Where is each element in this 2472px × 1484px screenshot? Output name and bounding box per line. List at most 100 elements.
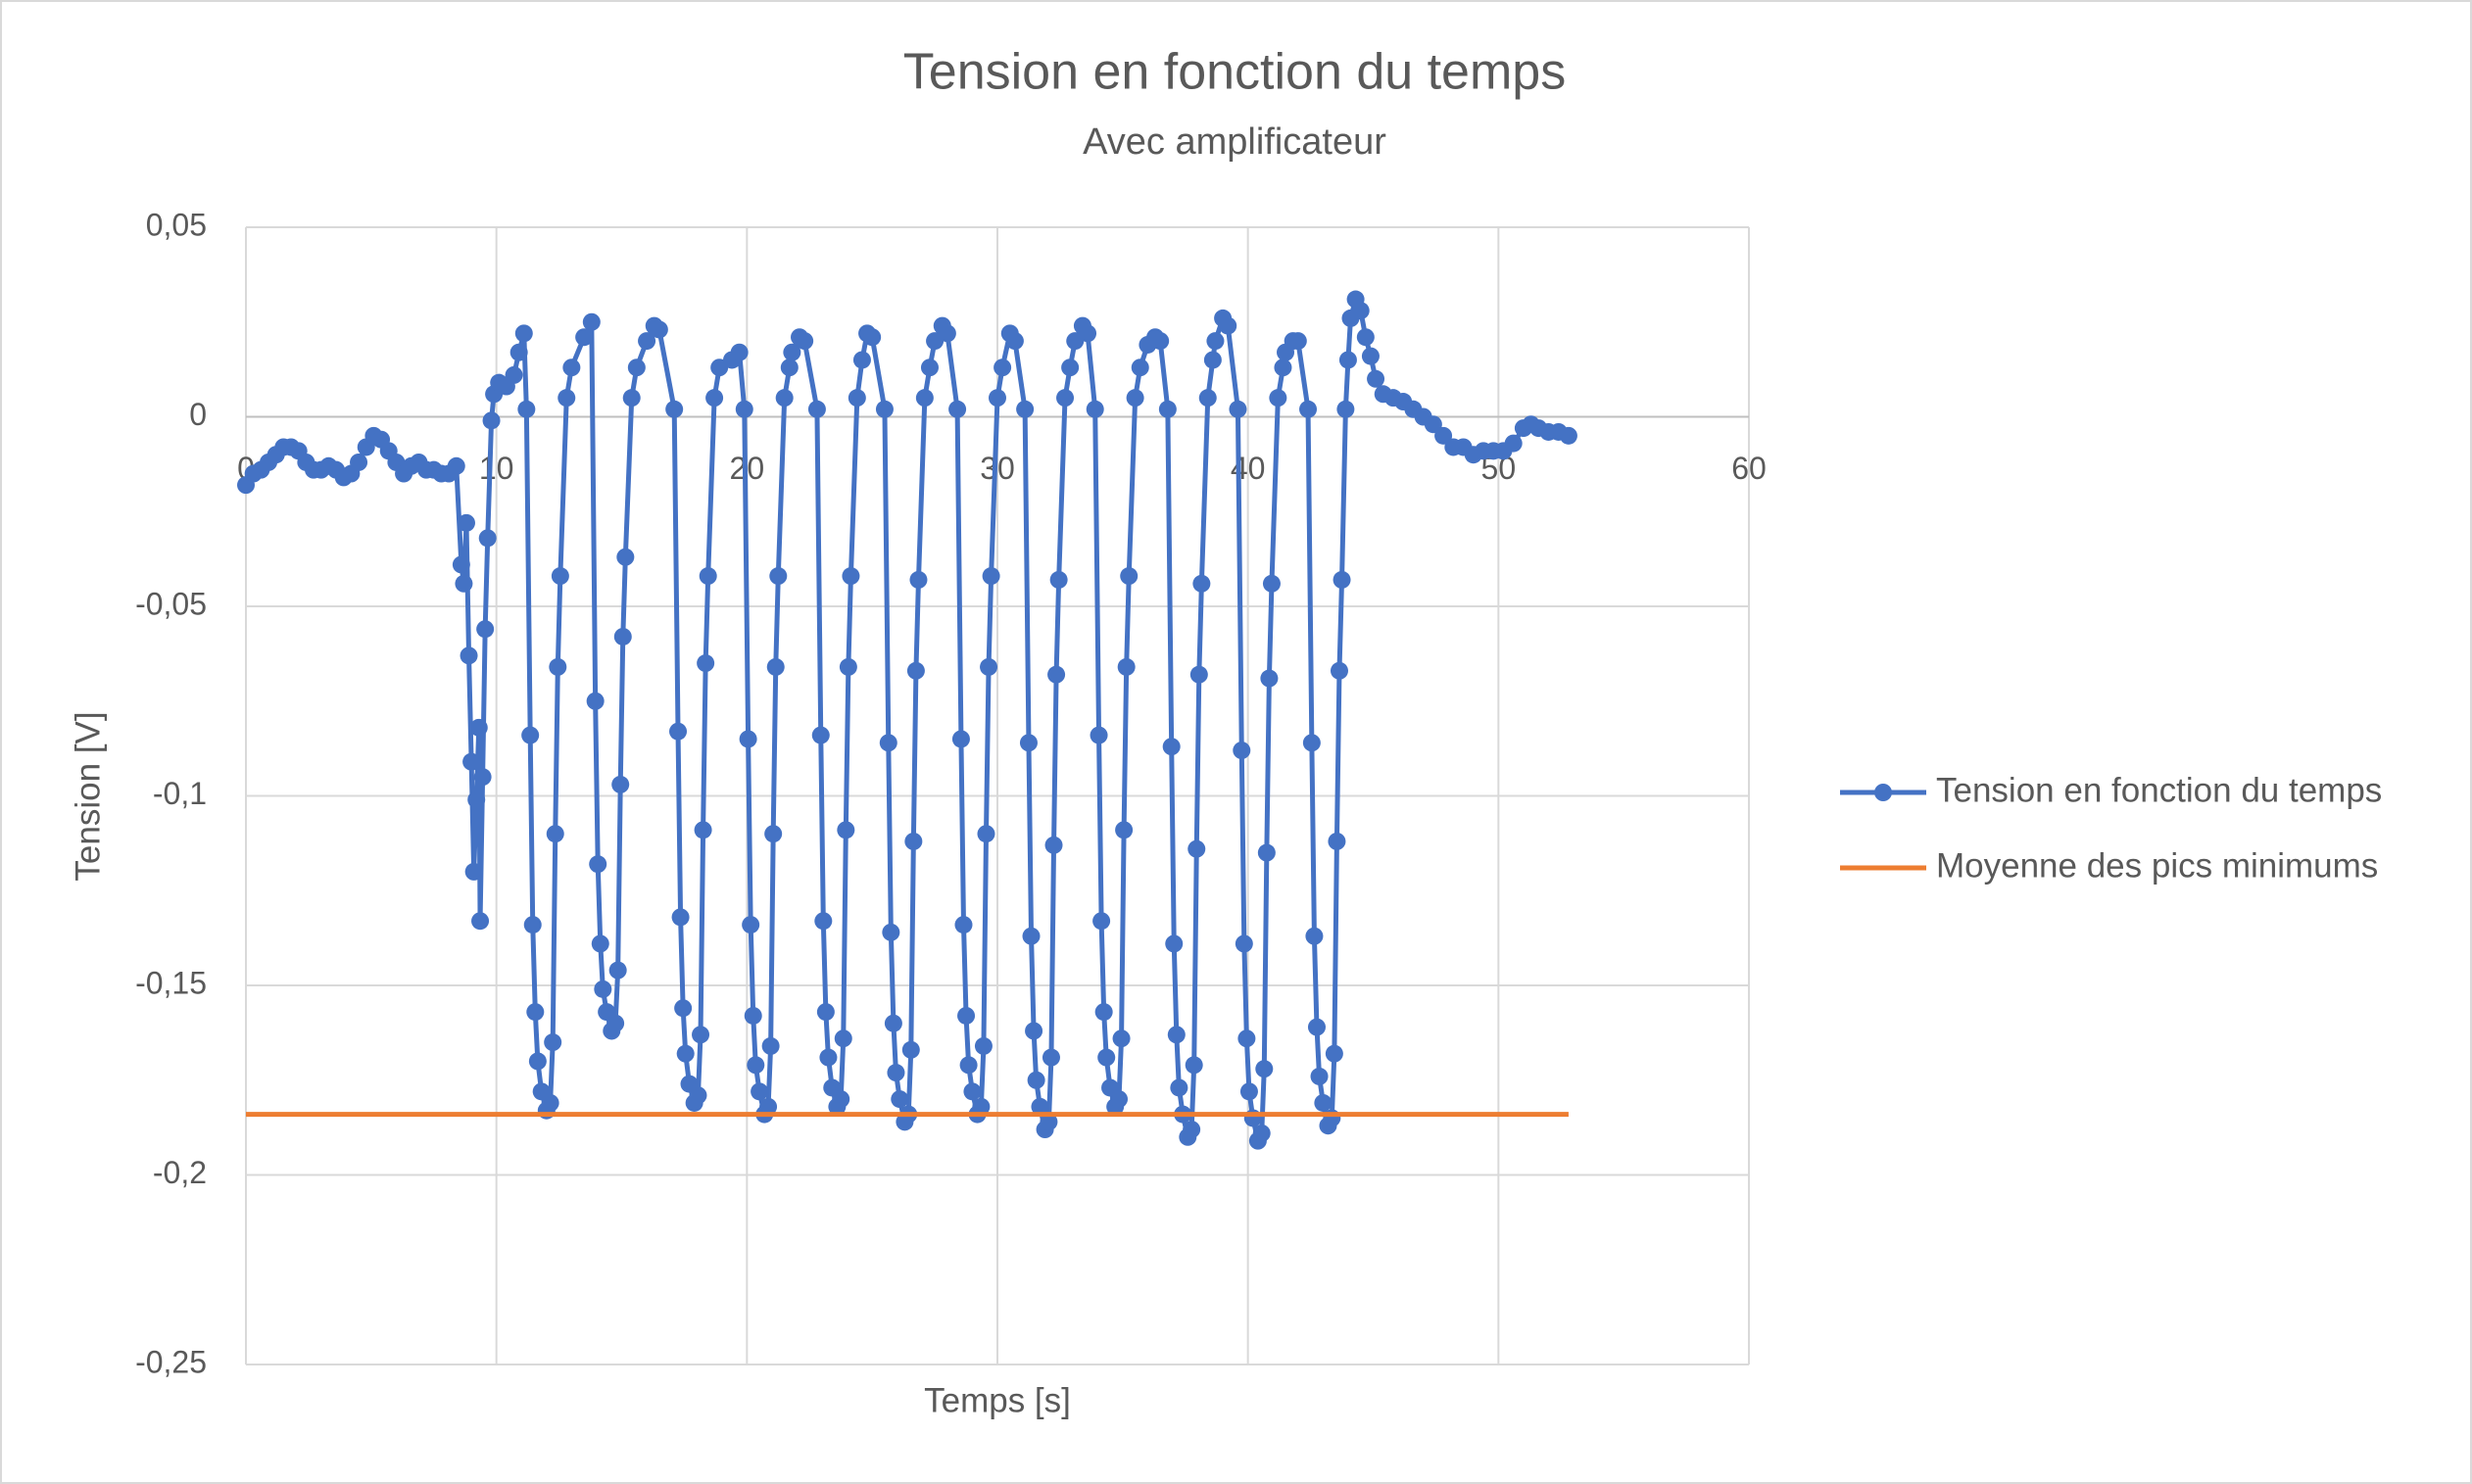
data-point: [1092, 912, 1111, 931]
data-point: [482, 411, 501, 430]
data-point: [1559, 426, 1577, 445]
data-point: [1025, 1022, 1043, 1040]
data-point: [766, 657, 785, 676]
data-point: [1131, 359, 1149, 377]
data-point: [608, 961, 627, 980]
data-point: [1255, 1060, 1274, 1078]
data-point: [676, 1044, 695, 1063]
data-point: [586, 692, 605, 710]
data-point: [920, 359, 939, 377]
data-point: [591, 934, 609, 953]
data-point: [467, 790, 486, 809]
data-point: [951, 730, 970, 748]
plot: [237, 290, 1577, 1150]
data-point: [1307, 1018, 1326, 1036]
data-point: [891, 1090, 909, 1109]
data-point: [959, 1056, 978, 1075]
data-point: [509, 343, 528, 361]
data-point: [1367, 369, 1385, 388]
data-point: [1031, 1097, 1049, 1116]
data-point: [780, 359, 799, 377]
data-point: [1040, 1113, 1058, 1131]
data-point: [1016, 400, 1035, 418]
data-point: [1094, 1003, 1113, 1022]
data-point: [1115, 821, 1134, 839]
data-point: [1203, 351, 1222, 369]
data-point: [1305, 927, 1324, 945]
legend-label: Tension en fonction du temps: [1936, 771, 2382, 809]
data-point: [819, 1048, 838, 1067]
data-point: [775, 389, 794, 407]
data-point: [1165, 934, 1184, 953]
y-axis-title: Tension [V]: [69, 711, 107, 881]
data-point: [1162, 738, 1181, 756]
x-tick-label: 10: [479, 451, 514, 486]
data-point: [980, 657, 998, 676]
data-point: [541, 1093, 559, 1112]
data-point: [842, 567, 860, 586]
data-point: [1299, 400, 1318, 418]
data-point: [611, 775, 630, 793]
data-point: [1188, 839, 1206, 858]
data-point: [730, 343, 749, 361]
chart-subtitle: Avec amplificateur: [1083, 121, 1386, 163]
data-point: [769, 567, 788, 586]
data-point: [783, 343, 801, 361]
data-point: [526, 1003, 545, 1022]
data-point: [462, 752, 481, 771]
data-point: [1434, 426, 1453, 445]
data-point: [1229, 400, 1247, 418]
data-point: [1019, 734, 1038, 752]
data-point: [1117, 657, 1136, 676]
data-point: [863, 328, 882, 347]
data-point: [594, 980, 612, 998]
data-point: [1192, 574, 1211, 593]
data-point: [1269, 389, 1287, 407]
data-point: [879, 734, 897, 752]
data-point: [1336, 400, 1355, 418]
legend: Tension en fonction du temps Moyenne des …: [1840, 771, 2382, 885]
data-point: [1237, 1029, 1256, 1048]
data-point: [665, 400, 684, 418]
data-point: [469, 718, 488, 737]
data-point: [1310, 1067, 1329, 1085]
y-tick-label: 0: [189, 397, 207, 432]
data-point: [476, 620, 495, 639]
data-point: [1185, 1056, 1203, 1075]
data-point: [904, 832, 923, 850]
data-point: [764, 825, 783, 843]
data-point: [1325, 1044, 1343, 1063]
data-point: [1079, 324, 1097, 343]
data-point: [1257, 843, 1276, 862]
data-point: [582, 312, 601, 331]
data-point: [1233, 742, 1251, 760]
data-point: [852, 351, 871, 369]
data-point: [887, 1064, 905, 1082]
data-point: [1170, 1078, 1188, 1097]
data-point: [694, 821, 712, 839]
data-point: [742, 916, 760, 934]
data-point: [1338, 351, 1357, 369]
data-point: [796, 332, 814, 351]
x-tick-label: 40: [1231, 451, 1266, 486]
data-point: [1504, 434, 1523, 453]
data-point: [938, 324, 956, 343]
data-point: [739, 730, 757, 748]
data-point: [1047, 665, 1066, 684]
data-point: [1351, 302, 1370, 320]
data-point: [575, 328, 594, 347]
data-point: [705, 389, 724, 407]
data-point: [814, 912, 833, 931]
data-point: [1005, 332, 1024, 351]
data-point: [1167, 1026, 1186, 1044]
data-point: [528, 1052, 547, 1071]
data-point: [1330, 661, 1348, 680]
data-point: [674, 999, 693, 1018]
legend-label: Moyenne des pics minimums: [1936, 846, 2378, 885]
data-point: [735, 400, 753, 418]
data-point: [1189, 665, 1208, 684]
data-point: [546, 825, 564, 843]
data-point: [627, 359, 646, 377]
data-point: [972, 1097, 991, 1116]
